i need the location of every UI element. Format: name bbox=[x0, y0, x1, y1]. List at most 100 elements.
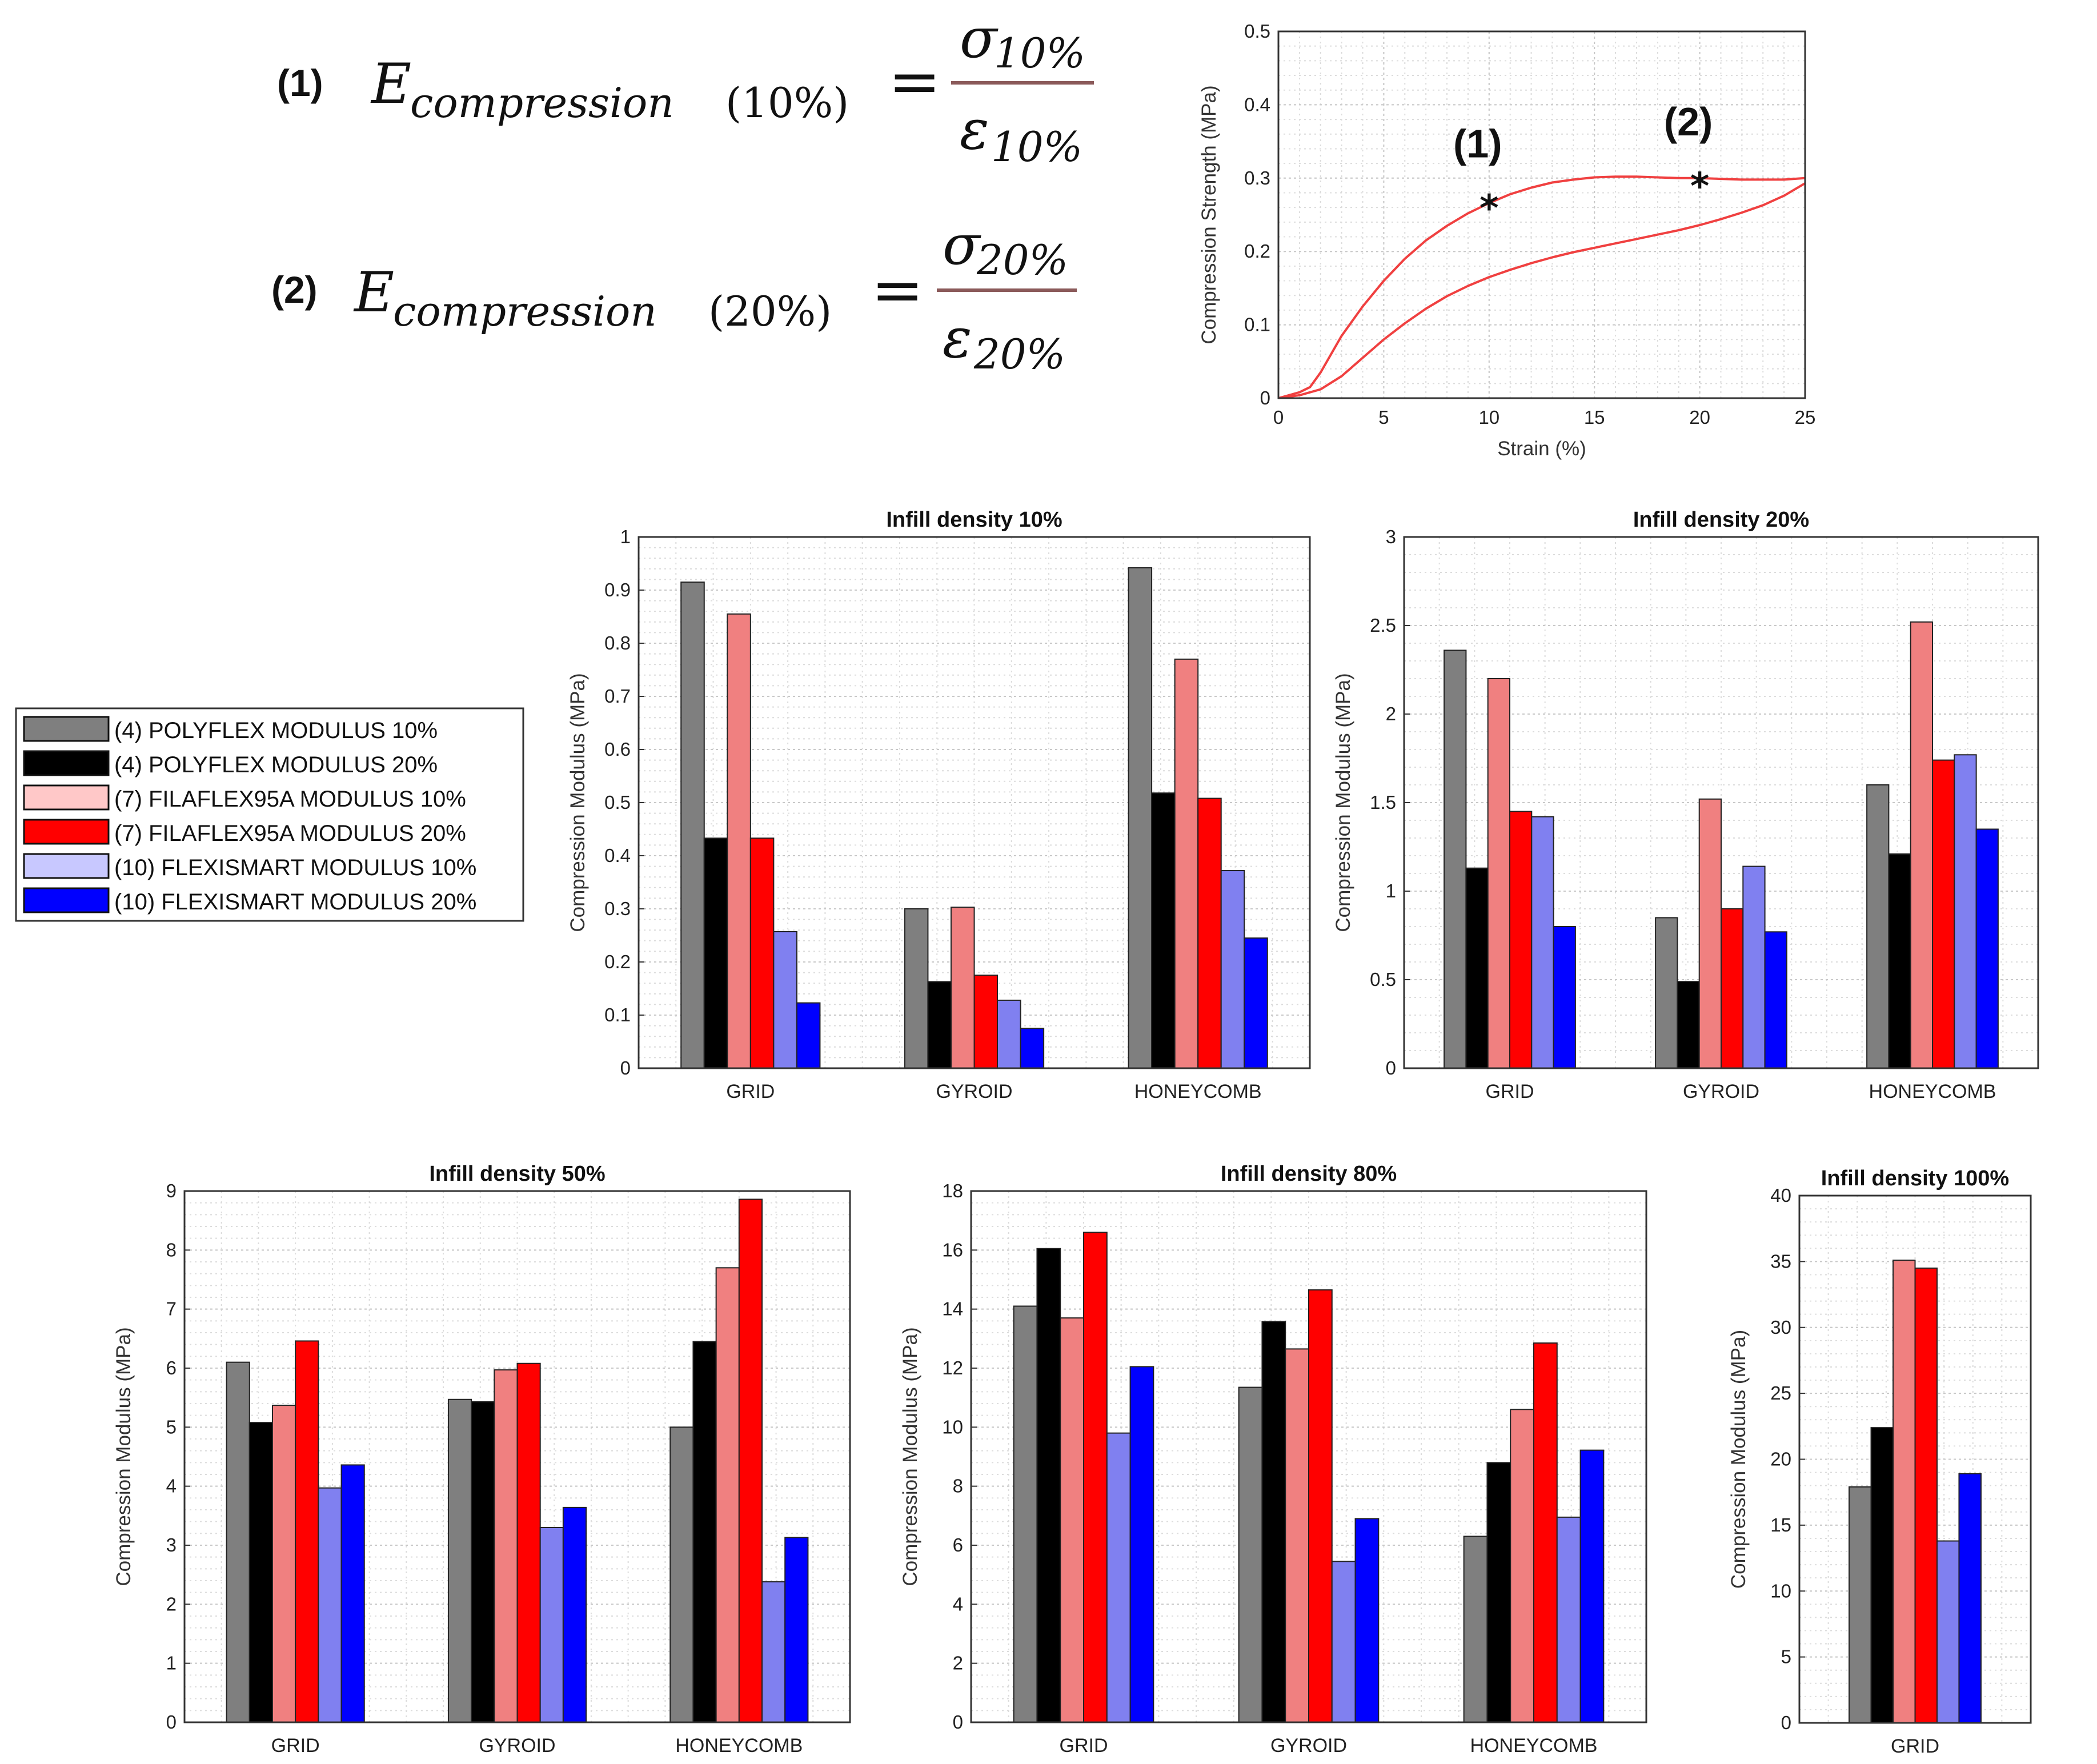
infill50-bar-honeycomb-polyflex-20 bbox=[692, 1341, 717, 1723]
infill50-bar-gyroid-filaflex-20 bbox=[516, 1362, 541, 1723]
infill50-bar-honeycomb-flexismart-10 bbox=[761, 1581, 786, 1723]
infill50-ytick-label: 7 bbox=[166, 1298, 177, 1320]
infill50-ytick-label: 9 bbox=[166, 1180, 177, 1201]
stress-strain-marker-2: * bbox=[1690, 166, 1709, 208]
infill100-category-label: GRID bbox=[1891, 1735, 1939, 1757]
infill50-bar-grid-polyflex-20 bbox=[248, 1422, 273, 1723]
legend-label-filaflex-10: (7) FILAFLEX95A MODULUS 10% bbox=[114, 787, 466, 812]
infill10-ytick-label: 0.7 bbox=[604, 685, 631, 707]
infill-50-chart: 0 1 2 3 4 5 6 7 8 9 GRID GYROID HONEYCOMB Infill dens… bbox=[113, 1162, 851, 1757]
infill80-ytick-label: 18 bbox=[942, 1180, 963, 1201]
infill100-title: Infill density 100% bbox=[1821, 1166, 2009, 1190]
infill80-ytick-label: 6 bbox=[953, 1534, 963, 1555]
infill10-bar-honeycomb-polyflex-10 bbox=[1128, 567, 1153, 1069]
infill50-ytick-label: 6 bbox=[166, 1357, 177, 1378]
infill100-bar-grid-filaflex-20 bbox=[1914, 1267, 1938, 1724]
infill20-bar-honeycomb-flexismart-10 bbox=[1954, 754, 1977, 1069]
infill10-ytick-label: 0.6 bbox=[604, 739, 631, 760]
infill50-category-label: GYROID bbox=[479, 1735, 555, 1757]
infill80-bar-grid-filaflex-10 bbox=[1060, 1317, 1084, 1723]
equation-2: (2) E compression (20%) = σ 20% ε 20% bbox=[271, 213, 1077, 378]
infill10-bar-honeycomb-filaflex-10 bbox=[1174, 658, 1199, 1069]
infill50-category-label: GRID bbox=[271, 1735, 320, 1757]
infill100-bar-grid-flexismart-20 bbox=[1958, 1473, 1982, 1724]
infill50-bar-gyroid-polyflex-10 bbox=[447, 1398, 472, 1723]
infill100-bar-grid-filaflex-10 bbox=[1892, 1260, 1916, 1723]
stress-strain-ylabel: Compression Strength (MPa) bbox=[1198, 85, 1220, 344]
infill80-bar-honeycomb-flexismart-20 bbox=[1579, 1449, 1605, 1723]
infill100-ytick-label: 25 bbox=[1770, 1382, 1791, 1404]
infill100-axes-frame bbox=[1798, 1194, 2032, 1724]
infill100-ytick-label: 20 bbox=[1770, 1449, 1791, 1470]
infill10-ytick-label: 0.2 bbox=[604, 951, 631, 972]
infill100-ytick-label: 15 bbox=[1770, 1514, 1791, 1536]
stress-strain-ytick-label: 0 bbox=[1260, 387, 1270, 408]
infill80-bar-grid-filaflex-20 bbox=[1083, 1232, 1108, 1723]
legend-label-filaflex-20: (7) FILAFLEX95A MODULUS 20% bbox=[114, 821, 466, 846]
stress-strain-curve-loading bbox=[1278, 175, 1806, 399]
stress-strain-axes-frame bbox=[1277, 30, 1806, 399]
stress-strain-xlabel: Strain (%) bbox=[1497, 438, 1586, 460]
infill20-bar-honeycomb-polyflex-10 bbox=[1866, 784, 1890, 1069]
infill10-category-label: HONEYCOMB bbox=[1134, 1081, 1262, 1102]
legend-swatch-polyflex-20 bbox=[23, 750, 110, 776]
infill10-bar-gyroid-filaflex-20 bbox=[973, 975, 999, 1069]
equation-2-subscript-word: compression bbox=[393, 287, 657, 335]
infill80-category-label: HONEYCOMB bbox=[1470, 1735, 1598, 1757]
infill10-bar-grid-flexismart-10 bbox=[773, 931, 797, 1069]
equation-1-subscript-pct: (10%) bbox=[725, 79, 849, 127]
infill20-bar-grid-polyflex-10 bbox=[1444, 650, 1467, 1069]
infill50-category-label: HONEYCOMB bbox=[675, 1735, 803, 1757]
stress-strain-ytick-label: 0.1 bbox=[1244, 314, 1270, 335]
infill20-bar-grid-flexismart-10 bbox=[1531, 816, 1554, 1069]
infill80-bar-gyroid-polyflex-20 bbox=[1261, 1321, 1286, 1723]
infill50-bar-honeycomb-flexismart-20 bbox=[784, 1537, 809, 1723]
legend-label-polyflex-20: (4) POLYFLEX MODULUS 20% bbox=[114, 752, 438, 777]
stress-strain-plot-area bbox=[1278, 31, 1805, 398]
infill80-bar-grid-flexismart-20 bbox=[1129, 1366, 1154, 1723]
infill20-bar-grid-flexismart-20 bbox=[1553, 926, 1576, 1069]
equation-1-denominator-sub: 10% bbox=[991, 123, 1082, 171]
stress-strain-annotation-2: (2) bbox=[1664, 99, 1713, 144]
infill20-bar-grid-filaflex-20 bbox=[1509, 811, 1533, 1069]
infill50-ytick-label: 8 bbox=[166, 1239, 177, 1260]
infill100-ytick-label: 30 bbox=[1770, 1317, 1791, 1338]
infill-10-chart: 0 0.1 0.2 0.3 0.4 0.5 0.6 0.7 0.8 0.9 1 GRID GYROID H… bbox=[567, 508, 1311, 1102]
infill20-bar-honeycomb-flexismart-20 bbox=[1975, 828, 1999, 1069]
infill10-bar-honeycomb-polyflex-20 bbox=[1151, 792, 1176, 1069]
infill20-bar-gyroid-flexismart-10 bbox=[1742, 865, 1766, 1069]
infill50-bar-gyroid-filaflex-10 bbox=[494, 1369, 518, 1723]
infill10-bar-grid-polyflex-20 bbox=[703, 837, 728, 1069]
infill10-bar-grid-flexismart-20 bbox=[796, 1002, 821, 1069]
stress-strain-xtick-label: 10 bbox=[1478, 407, 1499, 428]
equation-2-symbol: E bbox=[353, 260, 394, 324]
infill80-ytick-label: 16 bbox=[942, 1239, 963, 1260]
stress-strain-ytick-label: 0.3 bbox=[1244, 167, 1270, 189]
stress-strain-marker-1: * bbox=[1479, 187, 1498, 230]
infill80-bar-honeycomb-filaflex-20 bbox=[1533, 1342, 1558, 1723]
infill50-bar-honeycomb-filaflex-20 bbox=[738, 1198, 763, 1723]
infill20-category-label: GYROID bbox=[1683, 1081, 1759, 1102]
equation-2-denominator-symbol: ε bbox=[943, 306, 972, 370]
infill50-ytick-label: 4 bbox=[166, 1476, 177, 1497]
infill20-axes-frame bbox=[1403, 536, 2039, 1069]
infill10-bar-honeycomb-filaflex-20 bbox=[1197, 797, 1222, 1069]
equation-2-equals: = bbox=[871, 253, 924, 326]
infill20-ylabel: Compression Modulus (MPa) bbox=[1332, 673, 1354, 932]
infill80-bar-honeycomb-polyflex-10 bbox=[1463, 1536, 1488, 1723]
infill80-bar-honeycomb-filaflex-10 bbox=[1510, 1409, 1534, 1723]
infill10-bar-gyroid-flexismart-10 bbox=[997, 999, 1021, 1069]
infill20-bar-gyroid-flexismart-20 bbox=[1764, 931, 1787, 1069]
infill80-ytick-label: 12 bbox=[942, 1357, 963, 1378]
infill20-bar-gyroid-polyflex-20 bbox=[1677, 981, 1700, 1069]
legend-box bbox=[15, 707, 524, 922]
infill100-ytick-label: 0 bbox=[1781, 1712, 1791, 1733]
legend-label-flexismart-10: (10) FLEXISMART MODULUS 10% bbox=[114, 855, 476, 880]
infill20-bar-grid-filaflex-10 bbox=[1487, 678, 1511, 1069]
infill50-bar-grid-flexismart-10 bbox=[318, 1487, 342, 1723]
stress-strain-chart: 0 5 10 15 20 25 0 0.1 0.2 0.3 0.4 0.5 * (1) * (2) Strain… bbox=[1198, 21, 1815, 460]
infill10-ytick-label: 0.9 bbox=[604, 579, 631, 600]
infill10-ytick-label: 0.4 bbox=[604, 845, 631, 866]
infill10-category-label: GRID bbox=[726, 1081, 775, 1102]
